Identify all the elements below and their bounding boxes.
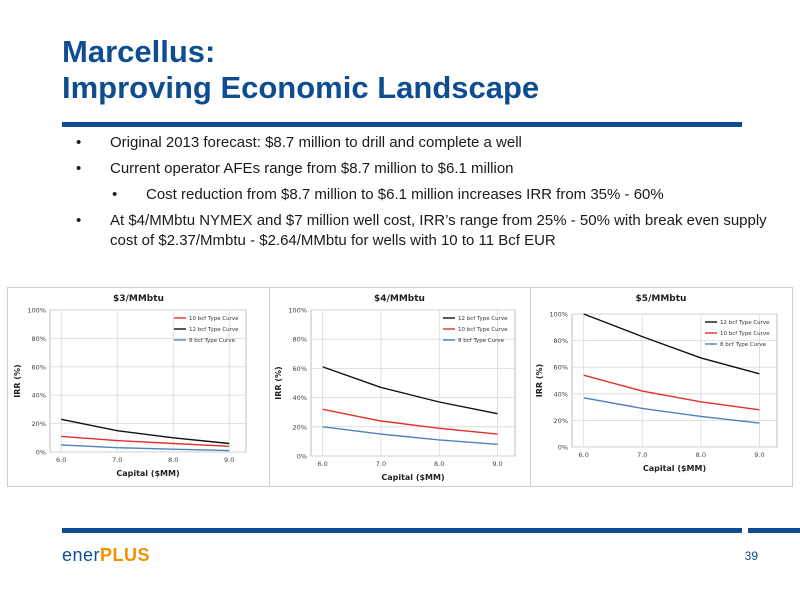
y-tick-label: 40% [554,390,568,398]
legend-label: 10 bcf Type Curve [720,331,770,337]
legend-label: 12 bcf Type Curve [189,327,239,333]
page-number: 39 [744,549,758,563]
series-line [322,408,498,435]
bullet-list: Original 2013 forecast: $8.7 million to … [76,133,770,257]
footer-divider-accent [748,528,800,533]
slide-title-line1: Marcellus: [62,34,216,69]
series-line [61,444,230,452]
y-tick-label: 80% [293,336,307,344]
x-tick-label: 6.0 [317,460,327,468]
y-tick-label: 20% [293,423,307,431]
y-tick-label: 40% [293,394,307,402]
legend-label: 8 bcf Type Curve [189,338,236,344]
y-tick-label: 0% [558,444,568,452]
chart-panel-3: $3/MMbtu 0% 20% 40% 60% 80% 100% 6.0 7.0 8.0 9.0 Ca… [8,288,270,486]
slide-title-line2: Improving Economic Landscape [62,70,540,105]
series-line [61,435,230,447]
y-tick-label: 20% [32,420,46,428]
chart-panel-4: $4/MMbtu 0% 20% 40% 60% 80% 100% 6.0 7.0 8.0 9.0 Ca… [269,288,531,486]
x-tick-label: 6.0 [56,456,66,464]
x-tick-label: 9.0 [492,460,502,468]
legend-label: 10 bcf Type Curve [458,327,508,333]
chart-title: $3/MMbtu [113,294,164,304]
y-tick-label: 100% [288,307,307,315]
x-tick-label: 7.0 [376,460,386,468]
legend-label: 12 bcf Type Curve [720,320,770,326]
y-tick-label: 60% [32,363,46,371]
legend-label: 12 bcf Type Curve [458,316,508,322]
chart-title: $4/MMbtu [374,294,425,304]
sub-bullet-item: Cost reduction from $8.7 million to $6.1… [90,185,770,205]
bullet-item: At $4/MMbtu NYMEX and $7 million well co… [76,211,770,251]
x-axis-label: Capital ($MM) [116,469,179,478]
bullet-item: Original 2013 forecast: $8.7 million to … [76,133,770,153]
legend-label: 10 bcf Type Curve [189,316,239,322]
y-tick-label: 40% [32,392,46,400]
series-line [61,418,230,445]
x-tick-label: 8.0 [696,451,706,459]
x-tick-label: 7.0 [112,456,122,464]
y-tick-label: 0% [297,453,307,461]
x-tick-label: 9.0 [224,456,234,464]
chart-title: $5/MMbtu [636,294,687,304]
y-tick-label: 60% [293,365,307,373]
y-axis-label: IRR (%) [13,364,22,397]
legend-label: 8 bcf Type Curve [720,342,767,348]
x-axis-label: Capital ($MM) [381,473,444,482]
irr-chart-3-mmbtu: $3/MMbtu 0% 20% 40% 60% 80% 100% 6.0 7.0 8.0 9.0 Ca… [13,294,247,478]
y-tick-label: 20% [554,417,568,425]
y-tick-label: 0% [36,449,46,457]
y-axis-label: IRR (%) [274,366,283,399]
logo-text-ener: ener [62,545,101,565]
series-line [583,374,760,411]
enerplus-logo: enerPLUS [62,545,150,566]
series-line [322,426,498,445]
irr-chart-5-mmbtu: $5/MMbtu 0% 20% 40% 60% 80% 100% 6.0 7.0 8.0 9.0 Ca… [535,294,778,473]
y-tick-label: 100% [27,307,46,315]
y-axis-label: IRR (%) [535,364,544,397]
x-tick-label: 8.0 [168,456,178,464]
series-line [583,397,760,424]
logo-text-plus: PLUS [100,545,151,565]
slide-title: Marcellus: Improving Economic Landscape [62,34,539,106]
charts-container: $3/MMbtu 0% 20% 40% 60% 80% 100% 6.0 7.0 8.0 9.0 Ca… [7,287,793,487]
title-divider [62,122,742,127]
series-line [583,313,760,375]
legend-label: 8 bcf Type Curve [458,338,505,344]
bullet-item: Current operator AFEs range from $8.7 mi… [76,159,770,179]
footer-divider [62,528,742,533]
x-tick-label: 8.0 [434,460,444,468]
y-tick-label: 60% [554,364,568,372]
x-tick-label: 7.0 [637,451,647,459]
y-tick-label: 80% [554,337,568,345]
x-tick-label: 6.0 [579,451,589,459]
y-tick-label: 80% [32,335,46,343]
x-axis-label: Capital ($MM) [643,464,706,473]
x-tick-label: 9.0 [754,451,764,459]
irr-chart-4-mmbtu: $4/MMbtu 0% 20% 40% 60% 80% 100% 6.0 7.0 8.0 9.0 Ca… [274,294,516,482]
chart-panel-5: $5/MMbtu 0% 20% 40% 60% 80% 100% 6.0 7.0 8.0 9.0 Ca… [530,288,792,486]
series-line [322,366,498,415]
y-tick-label: 100% [549,311,568,319]
